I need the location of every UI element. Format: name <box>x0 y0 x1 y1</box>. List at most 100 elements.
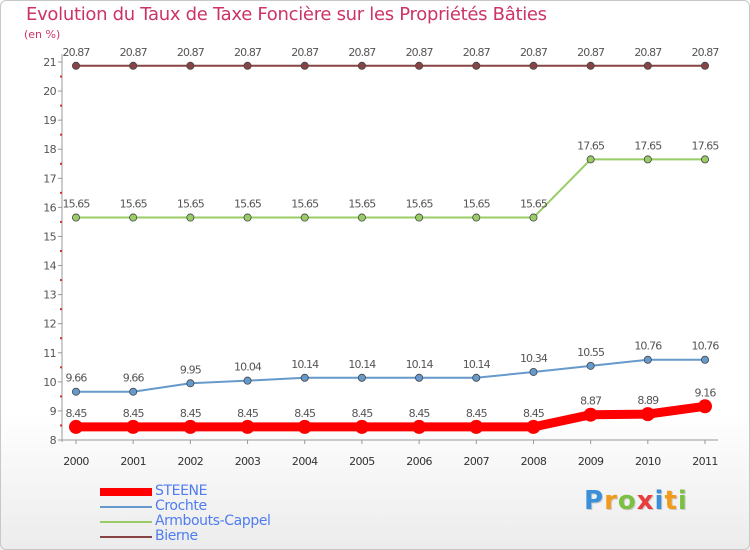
x-tick-label: 2000 <box>63 455 89 468</box>
x-tick-label: 2006 <box>406 455 432 468</box>
data-point <box>643 61 652 70</box>
y-minor-tick <box>60 337 62 340</box>
data-point <box>72 61 81 70</box>
data-label: 10.14 <box>348 358 376 371</box>
data-point <box>183 419 198 434</box>
data-point <box>69 419 83 434</box>
y-minor-tick <box>60 279 62 282</box>
series-line-armbouts-cappel <box>75 158 706 219</box>
data-label: 8.45 <box>409 407 431 420</box>
y-tick-label: 18 <box>43 143 56 156</box>
data-point <box>643 155 652 164</box>
y-minor-tick <box>60 366 62 369</box>
data-point <box>472 213 481 222</box>
data-point <box>415 373 424 382</box>
data-label: 15.65 <box>406 198 434 211</box>
y-tick-label: 19 <box>43 114 56 127</box>
data-point <box>415 213 424 222</box>
data-label: 15.65 <box>234 198 262 211</box>
data-label: 10.14 <box>291 358 319 371</box>
logo-letter: i <box>677 486 688 516</box>
x-tick-label: 2008 <box>521 455 547 468</box>
data-point <box>300 61 309 70</box>
legend-label: Bierne <box>155 528 198 544</box>
y-tick-label: 9 <box>50 405 57 418</box>
logo-letter: i <box>654 486 665 516</box>
legend-swatch <box>100 488 152 496</box>
data-label: 8.45 <box>466 407 488 420</box>
y-tick-label: 11 <box>43 347 56 360</box>
y-minor-tick <box>60 162 62 165</box>
data-label: 20.87 <box>406 46 434 59</box>
data-label: 20.87 <box>234 46 262 59</box>
data-point <box>357 373 366 382</box>
data-label: 15.65 <box>463 198 491 211</box>
y-minor-tick <box>60 191 62 194</box>
data-point <box>243 61 252 70</box>
y-unit-label: (en %) <box>24 28 61 41</box>
data-point <box>357 61 366 70</box>
data-label: 15.65 <box>291 198 319 211</box>
data-label: 9.95 <box>180 363 202 376</box>
data-point <box>701 155 710 164</box>
data-point <box>472 373 481 382</box>
data-label: 8.45 <box>351 407 373 420</box>
data-point <box>529 61 538 70</box>
data-point <box>529 367 538 376</box>
y-tick-label: 20 <box>43 85 56 98</box>
data-point <box>526 419 541 434</box>
y-tick-label: 8 <box>50 434 57 447</box>
data-label: 20.87 <box>520 46 548 59</box>
data-label: 8.45 <box>66 407 88 420</box>
logo-letter: P <box>584 486 605 516</box>
data-label: 8.45 <box>123 407 145 420</box>
x-tick-label: 2007 <box>463 455 489 468</box>
series-line-steene <box>71 401 710 432</box>
y-tick-label: 12 <box>43 318 56 331</box>
data-label: 15.65 <box>63 198 91 211</box>
data-label: 8.45 <box>294 407 316 420</box>
x-tick-label: 2010 <box>635 455 661 468</box>
data-label: 15.65 <box>348 198 376 211</box>
x-tick-label: 2004 <box>292 455 318 468</box>
data-point <box>186 61 195 70</box>
data-label: 10.14 <box>406 358 434 371</box>
data-label: 20.87 <box>291 46 319 59</box>
data-point <box>529 213 538 222</box>
data-label: 8.89 <box>637 394 659 407</box>
y-tick-label: 14 <box>43 260 56 273</box>
data-label: 20.87 <box>63 46 91 59</box>
data-label: 15.65 <box>120 198 148 211</box>
data-point <box>186 379 195 388</box>
data-label: 15.65 <box>177 198 205 211</box>
y-minor-tick <box>60 424 62 427</box>
y-tick-label: 17 <box>43 172 56 185</box>
data-point <box>72 387 81 396</box>
y-tick-label: 16 <box>43 201 56 214</box>
data-label: 17.65 <box>577 139 605 152</box>
data-point <box>469 419 484 434</box>
y-minor-tick <box>60 133 62 136</box>
y-minor-tick <box>60 75 62 78</box>
data-label: 15.65 <box>520 198 548 211</box>
data-point <box>412 419 427 434</box>
data-point <box>126 419 141 434</box>
proxiti-logo: Proxiti <box>584 486 688 516</box>
data-label: 9.66 <box>123 372 145 385</box>
y-minor-tick <box>60 395 62 398</box>
data-point <box>586 155 595 164</box>
y-tick-label: 15 <box>43 230 56 243</box>
data-point <box>701 61 710 70</box>
data-label: 10.04 <box>234 361 262 374</box>
data-label: 20.87 <box>120 46 148 59</box>
y-minor-tick <box>60 220 62 223</box>
data-point <box>72 213 81 222</box>
data-point <box>472 61 481 70</box>
data-point <box>300 373 309 382</box>
logo-letter: x <box>636 486 655 516</box>
data-label: 10.55 <box>577 346 605 359</box>
logo-letter: r <box>604 486 618 516</box>
y-tick-label: 21 <box>43 56 56 69</box>
data-point <box>186 213 195 222</box>
